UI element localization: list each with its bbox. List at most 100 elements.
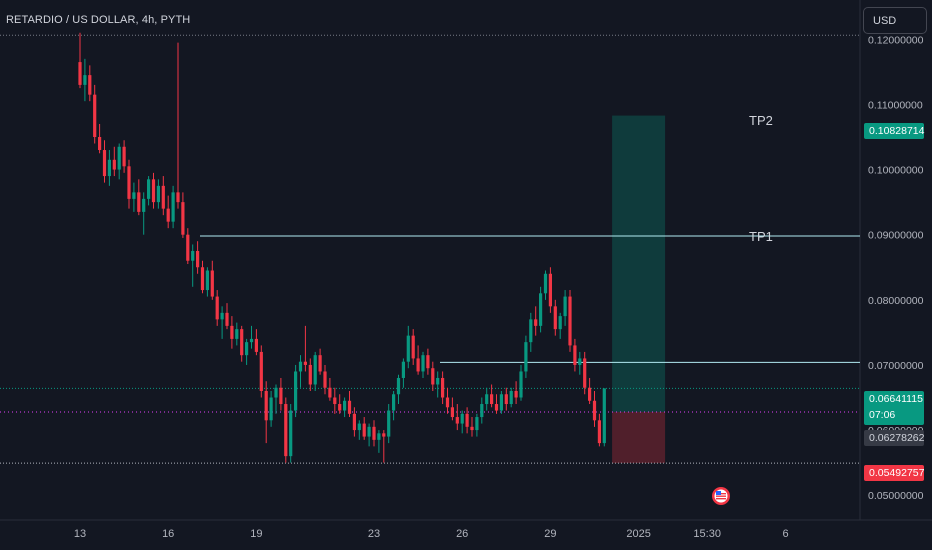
candle[interactable] — [382, 430, 386, 463]
candle[interactable] — [347, 391, 352, 418]
currency-button[interactable]: USD — [863, 7, 927, 34]
candle[interactable] — [426, 348, 430, 375]
candle[interactable] — [490, 384, 494, 408]
candle[interactable] — [494, 394, 499, 414]
candle[interactable] — [583, 351, 587, 395]
candle[interactable] — [416, 345, 420, 375]
candle[interactable] — [200, 260, 205, 294]
candle[interactable] — [107, 150, 111, 186]
candle[interactable] — [396, 374, 401, 405]
candle[interactable] — [142, 192, 146, 235]
candle[interactable] — [191, 244, 195, 287]
candle[interactable] — [411, 329, 415, 365]
candle[interactable] — [558, 312, 562, 339]
candle[interactable] — [83, 58, 87, 102]
candle[interactable] — [352, 407, 356, 437]
candle[interactable] — [259, 345, 263, 398]
candle[interactable] — [441, 371, 445, 405]
candle[interactable] — [343, 397, 347, 418]
candle[interactable] — [509, 387, 513, 408]
candle[interactable] — [597, 413, 601, 447]
price-axis-area[interactable] — [0, 0, 932, 521]
loss-zone[interactable] — [612, 411, 666, 464]
candle[interactable] — [240, 325, 244, 362]
candle[interactable] — [254, 329, 258, 356]
candle[interactable] — [122, 140, 126, 173]
candle[interactable] — [588, 377, 592, 405]
candle[interactable] — [156, 179, 160, 209]
candles[interactable] — [78, 32, 606, 463]
candle[interactable] — [357, 420, 361, 440]
candle[interactable] — [543, 270, 548, 300]
candle[interactable] — [102, 140, 107, 183]
candle[interactable] — [460, 410, 464, 434]
candle[interactable] — [519, 364, 523, 401]
candle[interactable] — [372, 420, 376, 447]
candle[interactable] — [151, 172, 156, 209]
candle[interactable] — [504, 387, 508, 411]
candle[interactable] — [205, 267, 209, 297]
candle[interactable] — [220, 306, 224, 339]
candle[interactable] — [387, 404, 391, 444]
candle[interactable] — [406, 325, 410, 369]
candle[interactable] — [499, 391, 503, 414]
candle[interactable] — [161, 176, 165, 216]
candle[interactable] — [308, 358, 312, 391]
candle[interactable] — [367, 423, 371, 447]
candle[interactable] — [93, 84, 97, 144]
candle[interactable] — [539, 286, 543, 333]
candle[interactable] — [401, 358, 405, 388]
candle[interactable] — [303, 325, 307, 372]
candle[interactable] — [445, 387, 450, 414]
candle[interactable] — [274, 384, 278, 414]
candle[interactable] — [215, 290, 219, 326]
candle[interactable] — [289, 404, 293, 463]
candle[interactable] — [548, 267, 552, 313]
candle[interactable] — [147, 176, 151, 206]
candle[interactable] — [78, 32, 82, 89]
candle[interactable] — [578, 351, 582, 375]
candle[interactable] — [137, 179, 141, 216]
candle[interactable] — [210, 260, 214, 300]
candle[interactable] — [313, 351, 317, 391]
candle[interactable] — [333, 387, 337, 414]
candle[interactable] — [186, 228, 190, 264]
candle[interactable] — [166, 195, 170, 229]
candle[interactable] — [328, 377, 332, 401]
candle[interactable] — [176, 42, 180, 209]
candle[interactable] — [284, 397, 288, 463]
candle[interactable] — [573, 338, 577, 372]
candle[interactable] — [338, 394, 342, 414]
candle[interactable] — [470, 417, 474, 437]
candle[interactable] — [563, 290, 567, 326]
candle[interactable] — [269, 391, 273, 427]
candle[interactable] — [249, 325, 254, 349]
candle[interactable] — [196, 241, 200, 274]
candle[interactable] — [112, 146, 116, 177]
candle[interactable] — [88, 65, 92, 102]
candle[interactable] — [485, 387, 489, 411]
candle[interactable] — [298, 355, 303, 388]
candle[interactable] — [323, 364, 327, 395]
candle[interactable] — [465, 407, 469, 434]
candle[interactable] — [181, 192, 185, 238]
candle[interactable] — [431, 361, 435, 391]
candle[interactable] — [127, 159, 131, 209]
candle[interactable] — [294, 364, 298, 418]
position-zones[interactable] — [612, 115, 666, 464]
candle[interactable] — [475, 413, 479, 437]
candle[interactable] — [230, 316, 234, 349]
candle[interactable] — [450, 397, 454, 421]
candle[interactable] — [524, 335, 528, 378]
candle[interactable] — [318, 348, 322, 375]
candle[interactable] — [568, 290, 572, 352]
candle[interactable] — [529, 312, 533, 352]
candle[interactable] — [592, 391, 597, 427]
candle[interactable] — [225, 303, 229, 330]
candle[interactable] — [455, 404, 459, 431]
horizontal-levels[interactable] — [0, 34, 860, 464]
candle[interactable] — [534, 306, 538, 336]
candle[interactable] — [480, 397, 484, 424]
candle[interactable] — [602, 388, 606, 447]
